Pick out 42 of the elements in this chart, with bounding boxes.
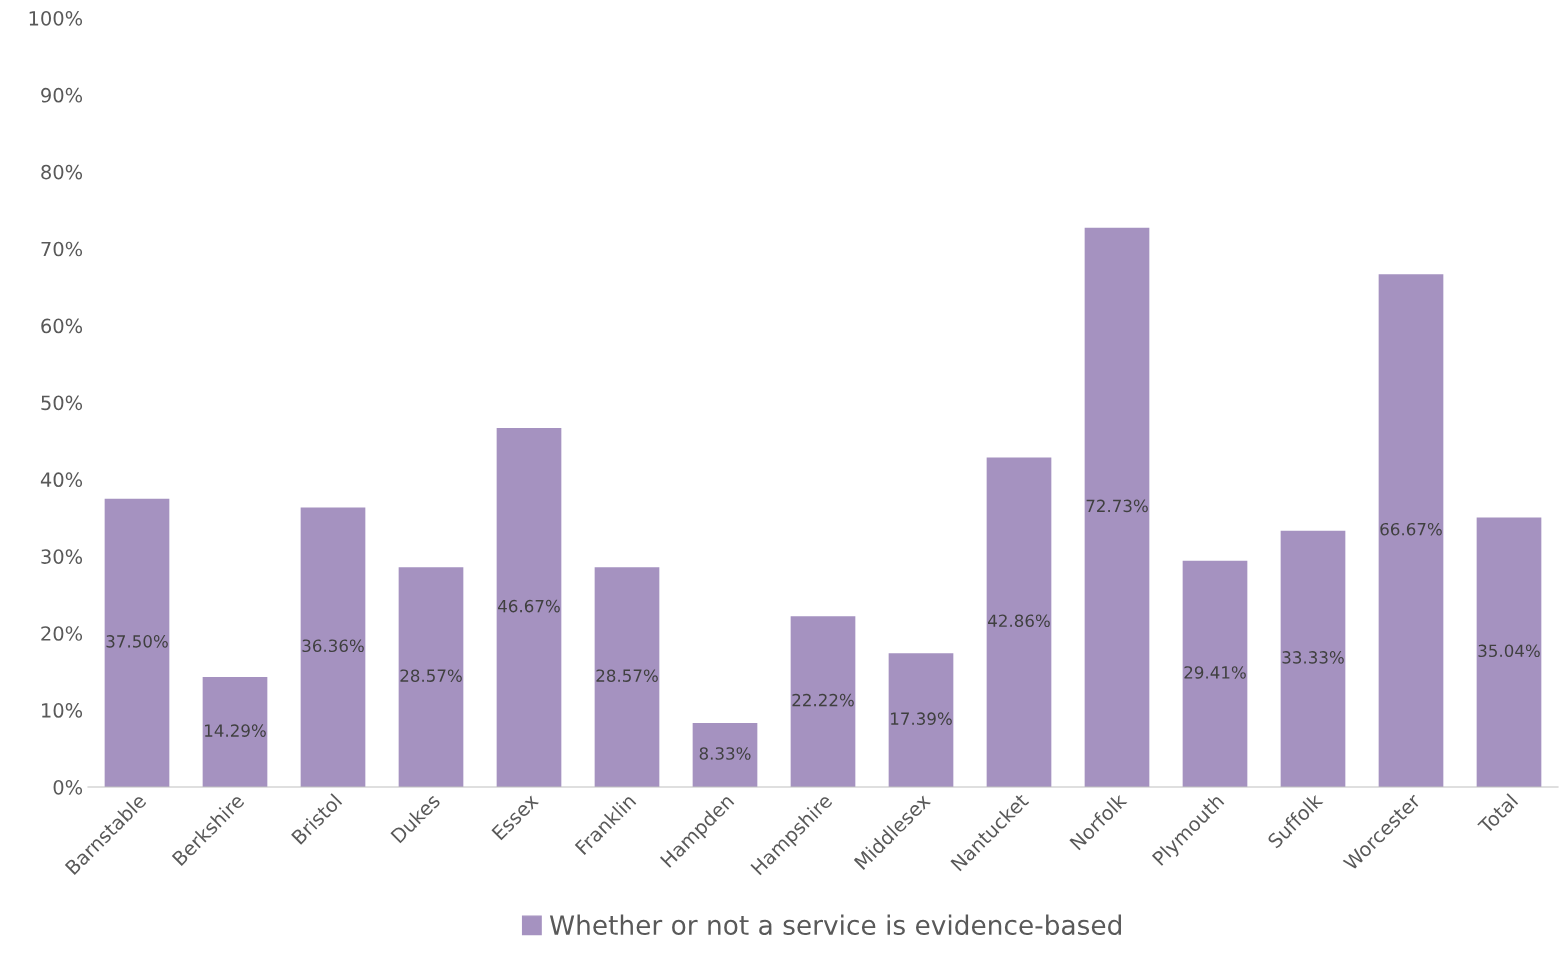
data-label: 72.73% [1086,499,1148,513]
bar [986,457,1052,787]
data-label: 28.57% [596,669,658,682]
legend-label: Whether or not a service is evidence-based [549,914,1121,936]
bar [692,722,758,787]
data-label: 66.67% [1380,522,1442,536]
bar [104,498,170,787]
data-label: 14.29% [205,724,266,737]
data-label: 28.57% [400,669,462,682]
data-label: 36.36% [302,639,364,653]
bar [398,567,464,787]
data-label: 46.67% [498,599,560,613]
bar [202,677,268,787]
bar [1378,274,1444,787]
bar [496,428,562,787]
data-label: 29.41% [1184,666,1246,679]
y-tick-label: 80% [41,164,83,180]
y-tick-label: 60% [41,318,83,334]
y-tick-label: 90% [41,87,83,103]
bar [1084,227,1150,787]
bar [594,567,660,787]
data-label: 22.22% [792,693,854,707]
bar [1476,517,1542,787]
bar [790,616,856,787]
y-tick-label: 40% [40,472,83,488]
data-label: 17.39% [891,712,952,725]
y-tick-label: 10% [42,703,83,718]
data-label: 42.86% [988,614,1050,628]
y-tick-label: 0% [53,779,83,795]
data-label: 35.04% [1478,644,1540,658]
y-tick-label: 20% [41,626,83,641]
data-label: 37.50% [106,635,168,648]
y-tick-label: 70% [41,241,83,257]
y-tick-label: 30% [41,549,83,564]
bar [300,507,366,787]
data-label: 8.33% [699,747,751,760]
y-tick-label: 100% [29,10,83,26]
data-label: 33.33% [1282,651,1344,664]
bar [1280,530,1346,787]
bar [888,653,954,787]
y-tick-label: 50% [41,395,83,411]
bar [1182,560,1248,787]
